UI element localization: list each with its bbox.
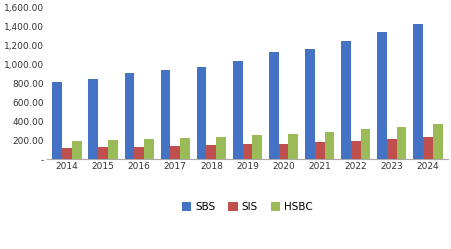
Bar [98, 147, 108, 159]
Bar [324, 132, 334, 159]
Bar [288, 134, 298, 159]
Bar [350, 141, 360, 159]
Bar [179, 138, 189, 159]
Bar [160, 70, 170, 159]
Bar [124, 73, 134, 159]
Legend: SBS, SIS, HSBC: SBS, SIS, HSBC [177, 198, 316, 216]
Bar [422, 137, 432, 159]
Bar [377, 32, 386, 159]
Bar [196, 67, 206, 159]
Bar [216, 137, 226, 159]
Bar [341, 41, 350, 159]
Bar [268, 52, 278, 159]
Bar [242, 144, 252, 159]
Bar [134, 147, 144, 159]
Bar [144, 139, 153, 159]
Bar [314, 142, 324, 159]
Bar [206, 145, 216, 159]
Bar [304, 49, 314, 159]
Bar [386, 139, 396, 159]
Bar [88, 79, 98, 159]
Bar [412, 24, 422, 159]
Bar [232, 61, 242, 159]
Bar [62, 148, 72, 159]
Bar [72, 141, 81, 159]
Bar [170, 146, 179, 159]
Bar [360, 129, 369, 159]
Bar [252, 135, 262, 159]
Bar [432, 124, 442, 159]
Bar [278, 144, 288, 159]
Bar [52, 81, 62, 159]
Bar [396, 126, 405, 159]
Bar [108, 140, 117, 159]
